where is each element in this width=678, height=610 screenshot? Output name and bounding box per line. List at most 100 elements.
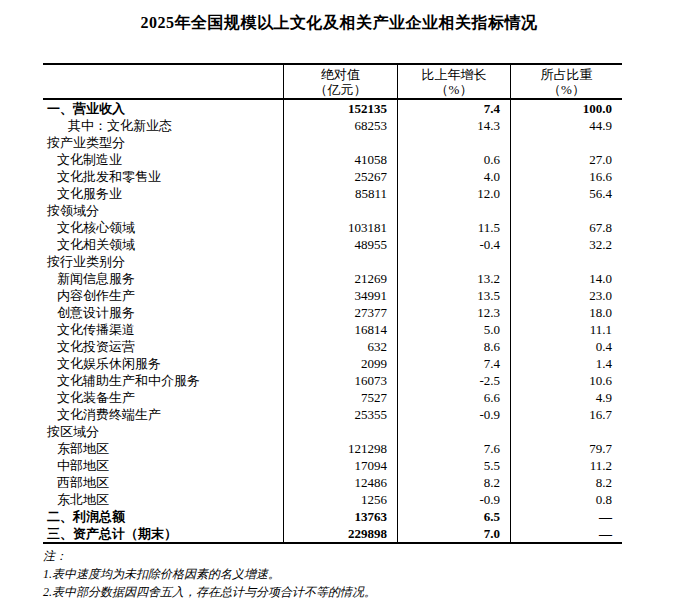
cell-absolute-value: 48955 (283, 236, 397, 253)
cell-share (510, 134, 622, 151)
cell-share (510, 423, 622, 440)
cell-share: 0.8 (510, 491, 622, 508)
row-indicator-label: 创意设计服务 (43, 304, 283, 321)
row-indicator-label: 内容创作生产 (43, 287, 283, 304)
table-row: 文化核心领域 103181 11.5 67.8 (43, 219, 622, 236)
header-absolute-value-line1: 绝对值 (321, 67, 360, 82)
cell-share: 14.0 (510, 270, 622, 287)
row-indicator-label: 文化消费终端生产 (43, 406, 283, 423)
cell-absolute-value: 16814 (283, 321, 397, 338)
cell-share: 27.0 (510, 151, 622, 168)
row-indicator-label: 东北地区 (43, 491, 283, 508)
cell-yoy-growth: 7.0 (397, 525, 510, 542)
table-row: 新闻信息服务 21269 13.2 14.0 (43, 270, 622, 287)
cell-share: 1.4 (510, 355, 622, 372)
cell-yoy-growth: -2.5 (397, 372, 510, 389)
cell-yoy-growth: 12.0 (397, 185, 510, 202)
row-indicator-label: 一、营业收入 (43, 100, 283, 117)
cell-absolute-value: 1256 (283, 491, 397, 508)
cell-yoy-growth: 0.6 (397, 151, 510, 168)
cell-yoy-growth: 4.0 (397, 168, 510, 185)
header-yoy-growth-line1: 比上年增长 (422, 67, 487, 82)
row-indicator-label: 其中：文化新业态 (43, 117, 283, 134)
table-notes: 注： 1.表中速度均为未扣除价格因素的名义增速。 2.表中部分数据因四舍五入，存… (43, 547, 376, 601)
table-row: 东部地区 121298 7.6 79.7 (43, 440, 622, 457)
cell-yoy-growth: 6.6 (397, 389, 510, 406)
header-yoy-growth-line2: （%） (436, 82, 473, 97)
cell-absolute-value (283, 253, 397, 270)
cell-absolute-value: 121298 (283, 440, 397, 457)
row-indicator-label: 按行业类别分 (43, 253, 283, 270)
row-indicator-label: 文化辅助生产和中介服务 (43, 372, 283, 389)
row-indicator-label: 按区域分 (43, 423, 283, 440)
cell-share: 11.1 (510, 321, 622, 338)
cell-share: 56.4 (510, 185, 622, 202)
header-share-line2: （%） (548, 82, 585, 97)
cell-absolute-value: 2099 (283, 355, 397, 372)
cell-share: 79.7 (510, 440, 622, 457)
cell-absolute-value: 229898 (283, 525, 397, 542)
page-title: 2025年全国规模以上文化及相关产业企业相关指标情况 (0, 13, 678, 34)
cell-yoy-growth: -0.9 (397, 406, 510, 423)
cell-absolute-value: 27377 (283, 304, 397, 321)
cell-yoy-growth: 8.6 (397, 338, 510, 355)
cell-yoy-growth: 6.5 (397, 508, 510, 525)
cell-share: — (510, 508, 622, 525)
cell-absolute-value: 13763 (283, 508, 397, 525)
row-indicator-label: 二、利润总额 (43, 508, 283, 525)
cell-share: — (510, 525, 622, 542)
cell-yoy-growth (397, 423, 510, 440)
cell-absolute-value: 25355 (283, 406, 397, 423)
row-indicator-label: 文化传播渠道 (43, 321, 283, 338)
row-indicator-label: 新闻信息服务 (43, 270, 283, 287)
cell-absolute-value: 85811 (283, 185, 397, 202)
cell-yoy-growth: 14.3 (397, 117, 510, 134)
cell-absolute-value: 12486 (283, 474, 397, 491)
row-indicator-label: 三、资产总计（期末） (43, 525, 283, 542)
table-row: 东北地区 1256 -0.9 0.8 (43, 491, 622, 508)
table-row: 按领域分 (43, 202, 622, 219)
table-row: 一、营业收入 152135 7.4 100.0 (43, 100, 622, 117)
table-row: 按行业类别分 (43, 253, 622, 270)
cell-yoy-growth: 7.4 (397, 355, 510, 372)
cell-yoy-growth (397, 134, 510, 151)
cell-share: 44.9 (510, 117, 622, 134)
header-indicator-column (43, 65, 283, 98)
cell-yoy-growth: 13.5 (397, 287, 510, 304)
row-indicator-label: 文化装备生产 (43, 389, 283, 406)
cell-share: 16.7 (510, 406, 622, 423)
cell-absolute-value: 21269 (283, 270, 397, 287)
table-row: 内容创作生产 34991 13.5 23.0 (43, 287, 622, 304)
table-row: 文化相关领域 48955 -0.4 32.2 (43, 236, 622, 253)
table-row: 中部地区 17094 5.5 11.2 (43, 457, 622, 474)
row-indicator-label: 文化娱乐休闲服务 (43, 355, 283, 372)
header-absolute-value: 绝对值 （亿元） (283, 65, 397, 98)
cell-absolute-value: 7527 (283, 389, 397, 406)
cell-absolute-value (283, 202, 397, 219)
cell-absolute-value: 103181 (283, 219, 397, 236)
cell-yoy-growth: -0.9 (397, 491, 510, 508)
cell-yoy-growth: 5.5 (397, 457, 510, 474)
row-indicator-label: 东部地区 (43, 440, 283, 457)
cell-share: 8.2 (510, 474, 622, 491)
row-indicator-label: 文化相关领域 (43, 236, 283, 253)
header-absolute-value-line2: （亿元） (315, 82, 367, 97)
table-row: 文化装备生产 7527 6.6 4.9 (43, 389, 622, 406)
table-row: 文化投资运营 632 8.6 0.4 (43, 338, 622, 355)
row-indicator-label: 按领域分 (43, 202, 283, 219)
cell-absolute-value: 25267 (283, 168, 397, 185)
cell-share: 32.2 (510, 236, 622, 253)
cell-share: 11.2 (510, 457, 622, 474)
cell-yoy-growth: 5.0 (397, 321, 510, 338)
cell-share: 0.4 (510, 338, 622, 355)
table-row: 文化批发和零售业 25267 4.0 16.6 (43, 168, 622, 185)
row-indicator-label: 西部地区 (43, 474, 283, 491)
cell-share: 23.0 (510, 287, 622, 304)
row-indicator-label: 文化核心领域 (43, 219, 283, 236)
cell-share: 10.6 (510, 372, 622, 389)
row-indicator-label: 按产业类型分 (43, 134, 283, 151)
table-row: 文化传播渠道 16814 5.0 11.1 (43, 321, 622, 338)
row-indicator-label: 文化投资运营 (43, 338, 283, 355)
table-row: 文化消费终端生产 25355 -0.9 16.7 (43, 406, 622, 423)
cell-absolute-value (283, 134, 397, 151)
